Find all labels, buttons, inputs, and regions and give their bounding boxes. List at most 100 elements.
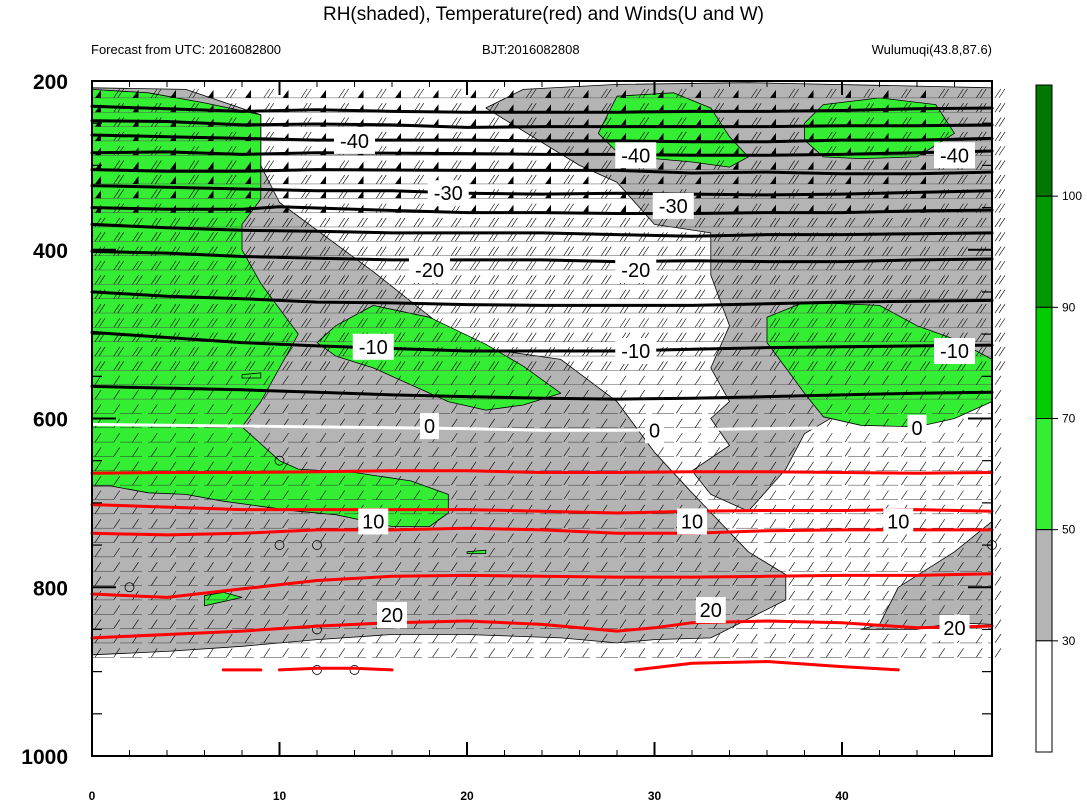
wind-barb: [507, 590, 514, 601]
wind-pennant: [170, 89, 176, 98]
colorbar-segment: [1035, 529, 1053, 642]
wind-barb: [998, 131, 1006, 142]
wind-barb: [882, 590, 889, 601]
wind-barb: [451, 88, 458, 99]
wind-barb: [998, 146, 1006, 156]
wind-barb: [244, 576, 252, 586]
wind-barb: [282, 633, 289, 644]
wind-barb: [826, 303, 833, 314]
wind-barb: [357, 562, 364, 572]
wind-barb: [994, 146, 1002, 156]
wind-barb: [998, 260, 1006, 271]
wind-barb: [526, 217, 533, 228]
wind-barb: [338, 318, 345, 328]
wind-barb: [755, 361, 762, 371]
wind-barb: [455, 246, 462, 256]
wind-barb: [619, 533, 627, 543]
wind-barb: [769, 432, 777, 443]
wind-barb: [901, 461, 908, 471]
wind-barb: [263, 275, 270, 285]
wind-barb: [713, 88, 720, 99]
wind-barb: [173, 346, 181, 357]
wind-barb: [901, 174, 908, 185]
wind-barb: [342, 275, 349, 285]
wind-barb: [901, 332, 908, 342]
wind-barb: [319, 346, 327, 357]
wind-barb: [642, 174, 649, 185]
wind-pennant: [620, 204, 626, 213]
wind-barb: [267, 260, 274, 271]
wind-barb: [769, 404, 777, 414]
contour-label-box: [695, 597, 726, 624]
wind-barb: [830, 174, 837, 185]
wind-barb: [376, 318, 383, 328]
wind-barb: [286, 246, 293, 256]
wind-barb: [473, 289, 481, 299]
wind-barb: [207, 217, 214, 228]
wind-barb: [792, 160, 799, 170]
wind-barb: [994, 346, 1002, 357]
wind-barb: [998, 332, 1006, 342]
wind-barb: [413, 375, 420, 385]
wind-barb: [436, 303, 443, 314]
contour-label-box: [939, 614, 970, 641]
wind-barb: [830, 160, 837, 170]
wind-barb: [230, 189, 237, 199]
wind-barb: [301, 375, 308, 385]
wind-barb: [301, 432, 308, 443]
wind-barb: [413, 633, 420, 644]
wind-barb: [980, 246, 987, 256]
wind-barb: [338, 633, 345, 644]
wind-barb: [676, 217, 683, 228]
wind-barb: [226, 361, 233, 371]
wind-barb: [94, 389, 102, 400]
wind-barb: [169, 375, 177, 385]
wind-barb: [282, 533, 289, 543]
wind-barb: [376, 303, 383, 314]
wind-barb: [717, 117, 724, 127]
wind-barb: [788, 246, 795, 256]
wind-barb: [694, 375, 702, 385]
wind-barb: [998, 174, 1006, 185]
wind-barb: [432, 519, 439, 529]
wind-barb: [844, 346, 852, 357]
wind-barb: [755, 303, 762, 314]
wind-barb: [957, 289, 964, 299]
wind-barb: [717, 289, 724, 299]
wind-barb: [451, 633, 458, 644]
wind-barb: [844, 432, 852, 443]
wind-barb: [469, 332, 477, 342]
wind-barb: [676, 633, 683, 644]
wind-pennant: [507, 89, 514, 98]
wind-barb: [342, 346, 349, 357]
wind-barb: [244, 289, 252, 299]
wind-barb: [863, 547, 870, 558]
wind-barb: [169, 361, 177, 371]
contour-label: 20: [700, 600, 722, 622]
wind-barb: [226, 275, 233, 285]
wind-barb: [605, 117, 612, 127]
wind-barb: [961, 246, 968, 256]
wind-barb: [863, 160, 870, 170]
wind-barb: [919, 246, 927, 256]
wind-barb: [713, 361, 720, 371]
wind-barb: [244, 432, 252, 443]
wind-barb: [619, 461, 627, 471]
wind-barb: [413, 562, 420, 572]
wind-barb: [305, 246, 312, 256]
wind-barb: [563, 590, 570, 601]
wind-barb: [244, 461, 252, 471]
wind-barb: [113, 160, 120, 170]
contour-label: 10: [362, 511, 384, 533]
wind-barb: [530, 246, 537, 256]
wind-barb: [136, 346, 143, 357]
wind-barb: [380, 361, 387, 371]
wind-barb: [998, 318, 1006, 328]
wind-barb: [117, 260, 124, 271]
wind-barb: [807, 404, 814, 414]
wind-barb: [151, 160, 158, 170]
wind-barb: [717, 203, 724, 213]
wind-barb: [394, 533, 402, 543]
wind-barb: [113, 648, 120, 658]
wind-barb: [811, 246, 818, 256]
